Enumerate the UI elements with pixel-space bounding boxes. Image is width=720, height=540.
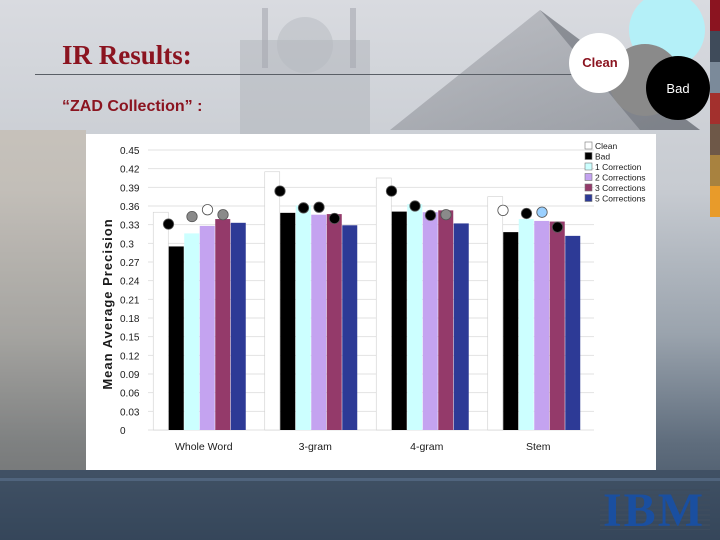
bar <box>422 212 438 430</box>
x-tick-label: Stem <box>526 441 551 453</box>
bar <box>215 219 231 430</box>
legend-label: 3 Corrections <box>595 183 646 193</box>
venn-clean-circle <box>569 33 629 93</box>
bar <box>264 171 281 431</box>
y-tick-label: 0.33 <box>120 221 140 232</box>
bar <box>295 205 311 430</box>
legend-swatch <box>584 152 593 160</box>
statue-area <box>0 130 86 470</box>
legend-label: 1 Correction <box>595 162 642 172</box>
y-tick-label: 0.45 <box>120 146 140 157</box>
bar <box>230 222 246 430</box>
title-divider <box>35 74 605 75</box>
point-marker <box>217 209 229 221</box>
y-tick-label: 0.42 <box>120 165 140 176</box>
y-tick-label: 0.27 <box>120 258 140 269</box>
minaret-shape-2 <box>350 8 356 68</box>
bar <box>168 246 184 430</box>
bar <box>326 214 342 430</box>
bar <box>487 196 504 431</box>
strip-segment <box>710 0 720 31</box>
x-tick-label: 3-gram <box>299 441 333 453</box>
strip-segment <box>710 62 720 93</box>
bar <box>453 223 469 430</box>
bar <box>534 220 550 430</box>
point-marker <box>385 185 398 197</box>
map-bar-chart: 0 0.03 0.06 0.09 0.12 0.15 0.18 0.21 0.24 0.27 0.3… <box>100 141 646 453</box>
y-tick-label: 0.03 <box>120 407 140 418</box>
ibm-logo: IBM <box>600 486 710 530</box>
bar <box>438 210 454 430</box>
strip-segment <box>710 31 720 62</box>
y-tick-label: 0.15 <box>120 333 140 344</box>
x-tick-label: 4-gram <box>410 441 444 453</box>
legend-label: Clean <box>595 141 617 151</box>
y-tick-label: 0.3 <box>120 239 134 250</box>
legend-swatch <box>584 183 593 192</box>
venn-diagram: Clean Bad <box>569 0 710 120</box>
lower-band-stripe <box>0 478 720 481</box>
y-tick-label: 0.12 <box>120 351 140 362</box>
y-tick-label: 0.24 <box>120 277 140 288</box>
point-marker <box>274 185 286 197</box>
chart-panel: 0 0.03 0.06 0.09 0.12 0.15 0.18 0.21 0.24 0.27 0.3… <box>86 134 656 470</box>
point-marker <box>536 206 548 218</box>
x-tick-label: Whole Word <box>175 441 233 453</box>
venn-label-bad: Bad <box>666 81 689 96</box>
dome-shape <box>277 17 333 73</box>
point-marker <box>297 202 310 214</box>
legend-swatch <box>584 194 593 202</box>
legend-label: 2 Corrections <box>595 173 646 183</box>
legend-swatch <box>584 173 593 181</box>
bar <box>280 212 296 430</box>
strip-segment <box>710 93 720 124</box>
point-marker <box>551 221 564 233</box>
color-strip <box>710 0 720 220</box>
strip-segment <box>710 124 720 155</box>
venn-bad-circle <box>646 56 710 120</box>
point-marker <box>162 218 175 230</box>
y-tick-label: 0.39 <box>120 183 140 194</box>
bar <box>184 233 200 430</box>
y-axis-label: Mean Average Precision <box>100 218 115 389</box>
minaret-shape <box>262 8 268 68</box>
bar <box>199 225 215 430</box>
bar <box>503 232 519 430</box>
y-tick-label: 0.36 <box>120 202 140 213</box>
bar <box>565 235 581 430</box>
legend-label: Bad <box>595 152 610 162</box>
slide-title: IR Results: <box>62 40 192 70</box>
point-marker <box>497 204 509 216</box>
point-marker <box>313 201 325 213</box>
slide-subtitle: “ZAD Collection” : <box>62 98 203 115</box>
bar <box>311 214 327 430</box>
ibm-logo-text: IBM <box>603 486 705 530</box>
y-tick-label: 0.09 <box>120 370 140 381</box>
point-marker <box>409 200 421 212</box>
legend-swatch <box>584 141 593 150</box>
y-tick-label: 0 <box>120 426 126 437</box>
bar <box>152 211 169 431</box>
y-tick-label: 0.18 <box>120 314 140 325</box>
legend-label: 5 Corrections <box>595 194 646 204</box>
bar <box>407 204 423 430</box>
point-marker <box>440 209 452 221</box>
y-tick-label: 0.06 <box>120 389 140 400</box>
bar <box>342 225 358 430</box>
strip-segment <box>710 186 720 217</box>
point-marker <box>520 207 533 220</box>
y-tick-label: 0.21 <box>120 295 140 306</box>
bar <box>391 211 407 430</box>
point-marker <box>424 209 437 221</box>
bar <box>549 221 565 430</box>
bar <box>518 219 534 430</box>
strip-segment <box>710 155 720 186</box>
point-marker <box>328 212 341 225</box>
point-marker <box>186 210 198 223</box>
bar <box>375 177 392 431</box>
point-marker <box>201 204 214 216</box>
venn-label-clean: Clean <box>582 55 617 70</box>
legend-swatch <box>584 162 593 171</box>
